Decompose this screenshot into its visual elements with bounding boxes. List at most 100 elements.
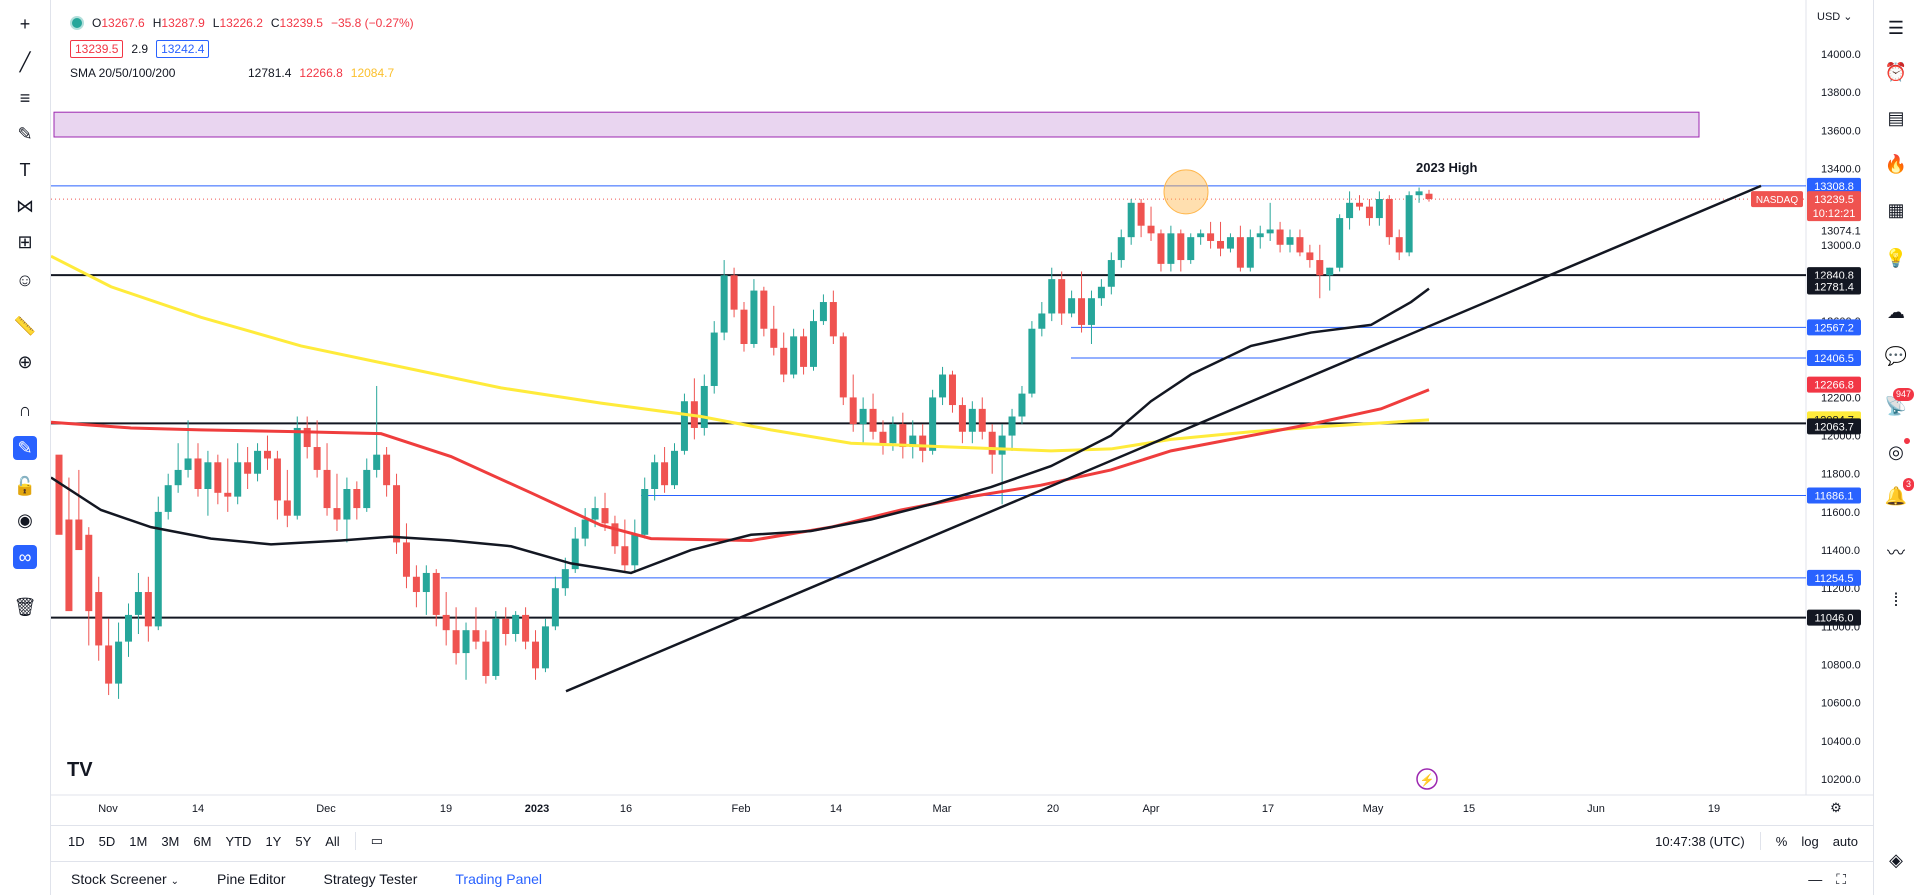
candle-body xyxy=(1336,218,1344,268)
stay-drawing-icon[interactable]: ✎ xyxy=(13,436,37,460)
y-tick-label: 10400.0 xyxy=(1821,736,1861,748)
text-icon[interactable]: T xyxy=(19,159,31,180)
broadcast-icon[interactable]: ◎ xyxy=(1884,438,1910,464)
range-1y[interactable]: 1Y xyxy=(265,833,282,849)
minimize-icon[interactable]: — xyxy=(1808,871,1823,887)
buy-price-button[interactable]: 13242.4 xyxy=(156,40,210,58)
candle-body xyxy=(1048,279,1056,314)
link-icon[interactable]: ∞ xyxy=(13,545,37,569)
price-tag-sma20: 12781.4 xyxy=(1814,281,1854,293)
spread-value: 2.9 xyxy=(131,42,149,56)
log-toggle[interactable]: log xyxy=(1801,833,1819,849)
lock-icon[interactable]: 🔓 xyxy=(13,475,37,496)
brush-icon[interactable]: ✎ xyxy=(17,123,33,144)
chevron-down-icon: ⌄ xyxy=(170,876,179,887)
range-5y[interactable]: 5Y xyxy=(295,833,312,849)
candle-body xyxy=(1316,260,1324,276)
pattern-icon[interactable]: ⋈ xyxy=(16,195,34,216)
streams-icon[interactable]: ☁ xyxy=(1887,301,1905,322)
candle-body xyxy=(1286,237,1294,245)
range-ytd[interactable]: YTD xyxy=(225,833,252,849)
fib-icon[interactable]: ≡ xyxy=(19,87,31,108)
candle-body xyxy=(998,435,1006,455)
candle-body xyxy=(1187,237,1195,261)
y-tick-label: 13400.0 xyxy=(1821,163,1861,175)
sma-label: SMA 20/50/100/200 xyxy=(70,66,176,80)
y-tick-label: 11200.0 xyxy=(1821,583,1860,595)
candle-body xyxy=(134,592,142,615)
candle-body xyxy=(402,542,410,577)
sell-price-button[interactable]: 13239.5 xyxy=(70,40,124,58)
tab-strategy-tester[interactable]: Strategy Tester xyxy=(323,871,418,887)
eye-icon[interactable]: ◉ xyxy=(17,509,33,530)
auto-toggle[interactable]: auto xyxy=(1832,833,1858,849)
high-marker-circle xyxy=(1163,169,1209,215)
percent-toggle[interactable]: % xyxy=(1775,833,1788,849)
candle-body xyxy=(1028,328,1036,394)
alarm-clock-icon[interactable]: ⏰ xyxy=(1884,61,1908,82)
drawing-toolbar: + ╱ ≡ ✎ T ⋈ ⊞ ☺ 📏 ⊕ ∩ ✎ 🔓 ◉ ∞ 🗑 xyxy=(0,0,51,895)
candle-body xyxy=(393,485,401,543)
signal-icon[interactable]: 📡 947 xyxy=(1884,388,1914,418)
candle-body xyxy=(859,408,867,425)
candle-body xyxy=(254,450,262,474)
candle-body xyxy=(591,508,599,520)
range-5d[interactable]: 5D xyxy=(98,833,116,849)
watchlist-icon[interactable]: ☰ xyxy=(1887,17,1905,38)
tab-stock-screener[interactable]: Stock Screener ⌄ xyxy=(51,871,197,887)
chat-icon[interactable]: 💬 xyxy=(1884,345,1908,366)
hotlist-icon[interactable]: 🔥 xyxy=(1884,153,1908,174)
candle-body xyxy=(889,424,897,444)
goto-date-icon[interactable]: ▭ xyxy=(370,833,383,848)
ruler-icon[interactable]: 📏 xyxy=(13,315,37,336)
grid-icon[interactable]: ⁞ xyxy=(1893,589,1899,610)
data-window-icon[interactable]: ▤ xyxy=(1887,107,1905,128)
candle-body xyxy=(581,519,589,539)
candle-body xyxy=(422,572,430,593)
price-tag-11254: 11254.5 xyxy=(1815,573,1854,585)
magnet-icon[interactable]: ∩ xyxy=(18,399,32,420)
pulse-icon[interactable]: 〰 xyxy=(1887,543,1905,563)
y-tick-label: 12200.0 xyxy=(1821,392,1861,404)
x-tick-label: 15 xyxy=(1463,803,1475,815)
trash-icon[interactable]: 🗑 xyxy=(13,596,37,617)
tab-trading-panel[interactable]: Trading Panel xyxy=(455,871,543,887)
bell-icon[interactable]: 🔔 3 xyxy=(1884,478,1914,508)
candle-body xyxy=(1385,199,1393,238)
candle-body xyxy=(800,336,808,367)
range-all[interactable]: All xyxy=(325,833,340,849)
calendar-icon[interactable]: ▦ xyxy=(1887,199,1905,220)
candle-body xyxy=(1405,195,1413,253)
ideas-icon[interactable]: 💡 xyxy=(1884,247,1908,268)
range-3m[interactable]: 3M xyxy=(161,833,180,849)
candle-body xyxy=(879,431,887,444)
candle-body xyxy=(561,569,569,589)
range-6m[interactable]: 6M xyxy=(193,833,212,849)
chart-area[interactable]: 14000.013800.013600.013400.013200.013000… xyxy=(50,0,1873,825)
crosshair-icon[interactable]: + xyxy=(19,13,31,34)
y-tick-label: 13600.0 xyxy=(1821,125,1861,137)
price-chart[interactable]: 14000.013800.013600.013400.013200.013000… xyxy=(50,0,1873,825)
candle-body xyxy=(1296,237,1304,253)
maximize-icon[interactable]: ⛶ xyxy=(1836,870,1846,887)
tab-pine-editor[interactable]: Pine Editor xyxy=(217,871,286,887)
currency-label: USD ⌄ xyxy=(1817,11,1853,23)
trendline-icon[interactable]: ╱ xyxy=(19,51,31,72)
candle-body xyxy=(1217,240,1225,249)
candle-body xyxy=(55,454,63,535)
zoom-icon[interactable]: ⊕ xyxy=(17,351,33,372)
candle-body xyxy=(244,462,252,474)
y-tick-label: 13800.0 xyxy=(1821,87,1861,99)
clock-display[interactable]: 10:47:38 (UTC) xyxy=(1655,833,1745,849)
emoji-icon[interactable]: ☺ xyxy=(15,269,35,290)
y-label-13074: 13074.1 xyxy=(1821,226,1861,238)
candle-body xyxy=(65,519,73,612)
range-1m[interactable]: 1M xyxy=(129,833,148,849)
layers-icon[interactable]: ◈ xyxy=(1889,849,1903,870)
y-tick-label: 11400.0 xyxy=(1821,545,1860,557)
candle-body xyxy=(522,614,530,642)
range-1d[interactable]: 1D xyxy=(68,833,85,849)
price-tag-12567: 12567.2 xyxy=(1814,322,1854,334)
prediction-icon[interactable]: ⊞ xyxy=(17,231,33,252)
price-tag-current: 13239.5 xyxy=(1814,194,1854,206)
